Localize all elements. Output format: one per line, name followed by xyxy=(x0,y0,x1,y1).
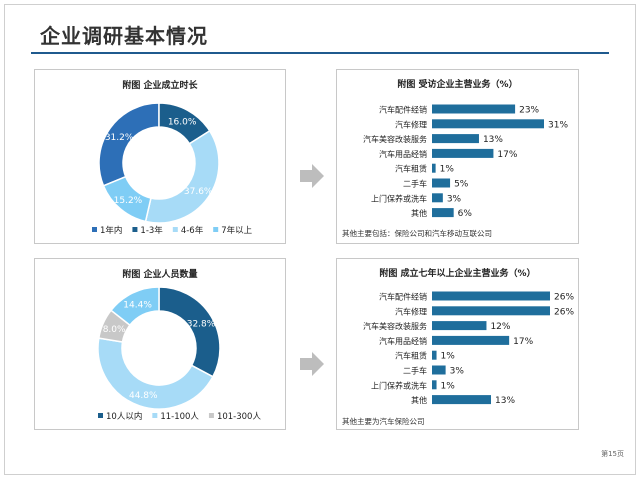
bar-value-label: 17% xyxy=(497,150,517,160)
chart-note: 其他主要为汽车保险公司 xyxy=(342,416,425,426)
bar-category-label: 汽车修理 xyxy=(395,119,427,129)
bar xyxy=(432,321,487,331)
legend-label: 1-3年 xyxy=(140,225,163,236)
bar-value-label: 12% xyxy=(490,322,510,332)
bar-category-label: 汽车用品经销 xyxy=(379,149,427,159)
bar-category-label: 汽车修理 xyxy=(395,306,427,316)
legend-swatch xyxy=(213,227,219,232)
pie-slice xyxy=(158,286,221,378)
bar-value-label: 5% xyxy=(454,180,469,190)
pie-slice xyxy=(109,286,160,327)
chart-title: 附图 企业人员数量 xyxy=(122,268,197,280)
bar-category-label: 汽车配件经销 xyxy=(379,105,427,115)
legend-label: 11-100人 xyxy=(160,412,199,422)
bar-category-label: 汽车用品经销 xyxy=(379,336,427,346)
slice-label: 15.2% xyxy=(114,196,143,206)
bar xyxy=(432,134,479,144)
bar-category-label: 汽车租赁 xyxy=(395,351,427,361)
bar xyxy=(432,163,436,173)
chart-note: 其他主要包括：保险公司和汽车移动互联公司 xyxy=(342,228,492,238)
bar-category-label: 上门保养或洗车 xyxy=(371,193,427,203)
legend-label: 7年以上 xyxy=(221,225,252,236)
legend-label: 101-300人 xyxy=(217,412,262,422)
pie-slice xyxy=(98,102,160,187)
bar-value-label: 13% xyxy=(483,135,503,145)
bar-category-label: 上门保养或洗车 xyxy=(371,380,427,390)
page-title: 企业调研基本情况 xyxy=(40,24,208,48)
bar-category-label: 汽车美容改装服务 xyxy=(363,134,427,144)
bar xyxy=(432,306,550,316)
slice-label: 32.8% xyxy=(187,319,216,329)
panel-main-business: 附图 受访企业主营业务（%） 汽车配件经销 23% 汽车修理 31% 汽车美容改装服务 13… xyxy=(336,69,579,244)
pie-slice xyxy=(97,337,214,410)
title-divider xyxy=(31,52,609,54)
legend-label: 10人以内 xyxy=(106,411,142,422)
legend-swatch xyxy=(208,413,214,418)
legend-label: 1年内 xyxy=(100,225,122,236)
slice-label: 44.8% xyxy=(129,391,158,401)
bar-category-label: 二手车 xyxy=(403,179,427,189)
bar-value-label: 31% xyxy=(548,120,568,130)
bar xyxy=(432,178,451,188)
arrow-right-icon xyxy=(300,164,324,188)
page-number: 第15页 xyxy=(601,450,624,458)
slice-label: 31.2% xyxy=(105,133,134,143)
pie-slice xyxy=(144,129,220,224)
slice-label: 8.0% xyxy=(103,325,126,335)
chart-main-business-7y: 附图 成立七年以上企业主营业务（%） 汽车配件经销 26% 汽车修理 26% 汽车美容改装… xyxy=(342,267,574,426)
legend-swatch xyxy=(92,227,97,232)
bar xyxy=(432,335,510,345)
bar xyxy=(432,291,550,301)
bar xyxy=(432,365,446,375)
slice-label: 14.4% xyxy=(123,300,152,310)
pie-slice xyxy=(102,175,152,223)
bar-category-label: 汽车美容改装服务 xyxy=(363,321,427,331)
bar-value-label: 13% xyxy=(495,396,515,406)
bar xyxy=(432,148,494,158)
chart-main-business: 附图 受访企业主营业务（%） 汽车配件经销 23% 汽车修理 31% 汽车美容改装服务 13… xyxy=(342,78,568,238)
bar xyxy=(432,350,437,360)
slide-frame xyxy=(4,4,636,475)
bar-value-label: 17% xyxy=(513,337,533,347)
bar-value-label: 26% xyxy=(554,293,574,303)
bar-value-label: 26% xyxy=(554,307,574,317)
legend-swatch xyxy=(172,227,178,232)
legend-label: 4-6年 xyxy=(181,225,204,236)
bar-value-label: 23% xyxy=(519,106,539,116)
bar-category-label: 汽车配件经销 xyxy=(379,292,427,302)
chart-title: 附图 企业成立时长 xyxy=(122,79,198,91)
bar-category-label: 二手车 xyxy=(403,366,427,376)
bar xyxy=(432,380,437,390)
bar xyxy=(432,193,443,203)
bar xyxy=(432,104,516,114)
panel-founding-duration: 附图 企业成立时长 31.2% 16.0% 37.6% 15.2% 1年内 1-3年 4-6年… xyxy=(34,69,286,244)
bar-value-label: 3% xyxy=(450,367,465,377)
chart-staff-size: 附图 企业人员数量 32.8% 44.8% 8.0% 14.4% 10人以内 11-100人… xyxy=(97,268,262,422)
bar-value-label: 6% xyxy=(458,209,473,219)
arrow-right-icon xyxy=(300,352,324,376)
legend-swatch xyxy=(132,227,138,232)
bar-value-label: 1% xyxy=(440,165,455,175)
slice-label: 37.6% xyxy=(184,187,213,197)
chart-founding-duration: 附图 企业成立时长 31.2% 16.0% 37.6% 15.2% 1年内 1-3年 4-6年… xyxy=(92,79,253,236)
bar-value-label: 1% xyxy=(441,381,456,391)
bar-value-label: 1% xyxy=(441,352,456,362)
legend-swatch xyxy=(152,413,158,418)
chart-title: 附图 成立七年以上企业主营业务（%） xyxy=(379,267,535,279)
bar-category-label: 其他 xyxy=(411,208,427,218)
bar-value-label: 3% xyxy=(447,194,462,204)
bar xyxy=(432,208,454,218)
panel-staff-size: 附图 企业人员数量 32.8% 44.8% 8.0% 14.4% 10人以内 11-100人… xyxy=(34,258,286,430)
chart-title: 附图 受访企业主营业务（%） xyxy=(397,78,517,90)
slice-label: 16.0% xyxy=(168,117,197,127)
bar xyxy=(432,119,544,129)
bar-category-label: 汽车租赁 xyxy=(395,164,427,174)
bar xyxy=(432,395,491,405)
bar-category-label: 其他 xyxy=(411,395,427,405)
panel-main-business-7y: 附图 成立七年以上企业主营业务（%） 汽车配件经销 26% 汽车修理 26% 汽车美容改装… xyxy=(336,258,579,430)
legend-swatch xyxy=(98,413,103,418)
